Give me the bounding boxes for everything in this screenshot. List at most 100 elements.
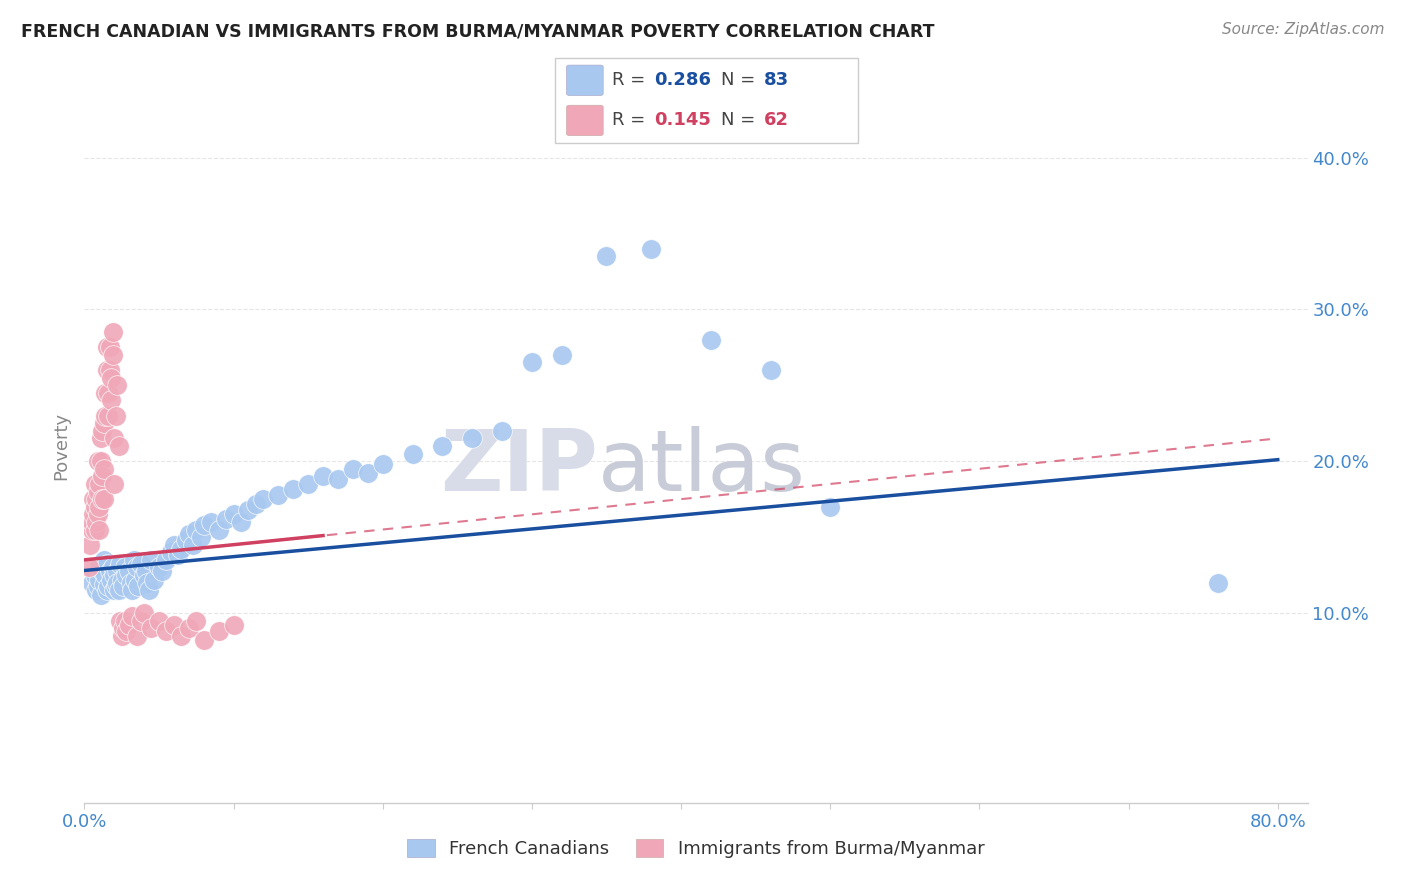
Point: [491, 424, 513, 438]
Point: [114, 614, 136, 628]
Point: [193, 633, 215, 648]
Point: [101, 325, 124, 339]
Point: [104, 579, 127, 593]
Point: [77, 560, 100, 574]
Point: [125, 560, 148, 574]
Point: [432, 439, 454, 453]
Point: [111, 629, 134, 643]
Point: [87, 454, 110, 468]
Point: [520, 355, 543, 369]
Point: [108, 614, 131, 628]
Point: [100, 393, 122, 408]
Point: [267, 487, 290, 501]
Point: [115, 568, 138, 582]
Point: [121, 609, 143, 624]
Point: [94, 409, 117, 423]
Y-axis label: Poverty: Poverty: [52, 412, 70, 480]
Point: [84, 492, 107, 507]
Point: [89, 573, 111, 587]
Point: [1206, 575, 1229, 590]
Point: [118, 564, 141, 578]
Point: [200, 515, 222, 529]
Point: [129, 614, 152, 628]
Point: [160, 545, 183, 559]
Text: 83: 83: [763, 71, 789, 89]
Point: [122, 553, 145, 567]
Point: [371, 457, 394, 471]
Point: [87, 579, 110, 593]
Point: [283, 482, 305, 496]
Point: [132, 606, 155, 620]
Point: [83, 523, 105, 537]
Point: [215, 512, 238, 526]
Point: [103, 583, 125, 598]
Point: [91, 469, 114, 483]
Point: [177, 527, 200, 541]
Point: [229, 515, 252, 529]
Point: [83, 500, 105, 514]
Point: [190, 530, 212, 544]
Point: [148, 614, 170, 628]
Point: [80, 575, 103, 590]
Point: [105, 378, 128, 392]
Point: [89, 523, 111, 537]
Point: [108, 558, 131, 572]
Point: [96, 340, 118, 354]
Point: [461, 431, 484, 445]
Point: [186, 614, 208, 628]
Point: [93, 492, 115, 507]
Text: 0.145: 0.145: [654, 112, 710, 129]
Point: [87, 484, 110, 499]
Point: [97, 579, 120, 593]
Point: [551, 348, 574, 362]
Point: [143, 573, 166, 587]
Point: [155, 553, 177, 567]
Point: [103, 568, 125, 582]
Text: 0.286: 0.286: [654, 71, 711, 89]
Point: [163, 538, 186, 552]
Point: [101, 348, 124, 362]
Point: [83, 568, 105, 582]
Point: [141, 553, 163, 567]
Point: [193, 518, 215, 533]
Point: [104, 409, 127, 423]
Text: N =: N =: [721, 71, 761, 89]
Point: [103, 431, 125, 445]
Point: [84, 515, 107, 529]
Point: [98, 363, 121, 377]
Text: 62: 62: [763, 112, 789, 129]
Point: [207, 624, 229, 639]
Point: [174, 533, 197, 548]
Point: [91, 492, 114, 507]
Point: [118, 618, 141, 632]
Point: [595, 249, 617, 263]
Point: [91, 424, 114, 438]
Point: [82, 508, 104, 522]
Point: [150, 564, 173, 578]
Point: [167, 549, 190, 563]
Point: [245, 497, 267, 511]
Point: [170, 542, 193, 557]
Legend: French Canadians, Immigrants from Burma/Myanmar: French Canadians, Immigrants from Burma/…: [408, 838, 984, 858]
Point: [100, 573, 122, 587]
Point: [83, 477, 105, 491]
Point: [103, 477, 125, 491]
Point: [90, 454, 112, 468]
Point: [90, 588, 112, 602]
Point: [105, 575, 128, 590]
Point: [82, 492, 104, 507]
Point: [700, 333, 723, 347]
Point: [326, 472, 349, 486]
Point: [759, 363, 782, 377]
Point: [135, 564, 157, 578]
Text: R =: R =: [612, 71, 651, 89]
Text: ZIP: ZIP: [440, 425, 598, 509]
Point: [100, 370, 122, 384]
Point: [120, 575, 142, 590]
Point: [96, 558, 118, 572]
Point: [93, 462, 115, 476]
Point: [238, 502, 260, 516]
Point: [89, 477, 111, 491]
Point: [98, 564, 121, 578]
Point: [84, 583, 107, 598]
